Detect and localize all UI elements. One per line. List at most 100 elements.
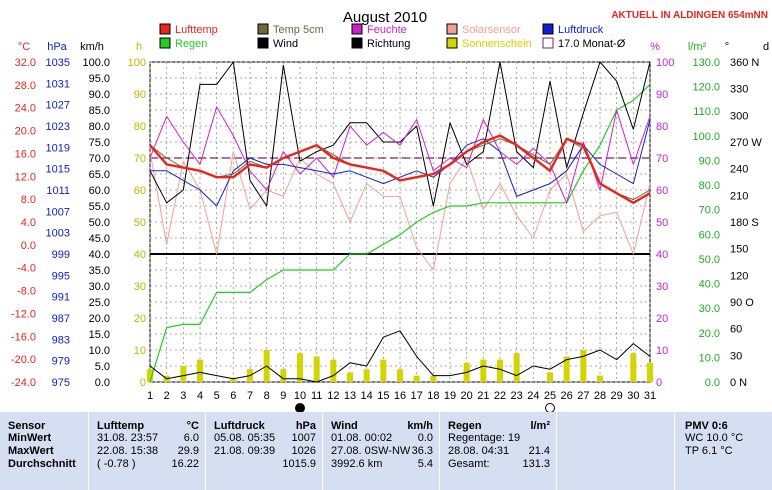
hpa-tick: 1015 bbox=[46, 164, 70, 176]
rain-tick: 60.0 bbox=[699, 229, 720, 241]
stats-wind-title: Wind bbox=[331, 420, 358, 432]
stats-wind-unit: km/h bbox=[407, 420, 433, 432]
hpa-tick: 1019 bbox=[46, 142, 70, 154]
stats-lufttemp-col: Lufttemp °C 31.08. 23:57 6.0 22.08. 15:38 2… bbox=[89, 412, 205, 490]
stats-lufttemp-delta: ( -0.78 ) bbox=[97, 458, 136, 470]
chart-legend: Lufttemp Temp 5cm Feuchte Solarsensor Luftdr… bbox=[159, 23, 626, 50]
direction-line bbox=[149, 61, 651, 207]
legend-swatch-monat bbox=[542, 37, 554, 49]
legend-swatch-luftdruck bbox=[542, 23, 554, 35]
legend-swatch-temp5 bbox=[257, 23, 269, 35]
legend-swatch-feuchte bbox=[351, 23, 363, 35]
sunshine-bar bbox=[563, 356, 570, 382]
kmh-tick: 35.0 bbox=[89, 265, 110, 277]
stats-wind-distance: 3992.6 km bbox=[331, 458, 383, 470]
rain-tick: 0.0 bbox=[705, 377, 720, 389]
stats-regen-total-label: Gesamt: bbox=[448, 458, 490, 470]
x-tick-label: 4 bbox=[197, 390, 203, 402]
kmh-tick: 25.0 bbox=[89, 297, 110, 309]
direction-tick: 210 bbox=[730, 190, 748, 202]
sunshine-bar bbox=[397, 369, 403, 382]
kmh-tick: 45.0 bbox=[89, 233, 110, 245]
kmh-tick: 55.0 bbox=[89, 201, 110, 213]
x-tick-label: 5 bbox=[214, 390, 220, 402]
location-header: AKTUELL IN ALDINGEN 654mNN bbox=[611, 10, 768, 21]
percent-tick: 40 bbox=[656, 249, 668, 261]
celsius-tick: 0.0 bbox=[21, 240, 36, 252]
stats-pmv-col: PMV 0:6 WC 10.0 °C TP 6.1 °C bbox=[675, 412, 772, 490]
legend-label-monat: 17.0 Monat-Ø bbox=[558, 38, 626, 50]
stats-lufttemp-title: Lufttemp bbox=[97, 420, 145, 432]
hpa-tick: 1035 bbox=[46, 57, 70, 69]
x-tick-label: 10 bbox=[294, 390, 306, 402]
legend-label-sonne: Sonnenschein bbox=[462, 38, 532, 50]
kmh-tick: 20.0 bbox=[89, 313, 110, 325]
legend-swatch-regen bbox=[159, 37, 171, 49]
sunshine-bar bbox=[313, 356, 320, 382]
rain-tick: 20.0 bbox=[699, 328, 720, 340]
x-tick-label: 9 bbox=[280, 390, 286, 402]
celsius-tick: -16.0 bbox=[11, 331, 36, 343]
direction-tick: 30 bbox=[730, 350, 742, 362]
hpa-axis-label: hPa bbox=[47, 41, 67, 53]
hpa-tick: 1003 bbox=[46, 228, 70, 240]
chart-axes: 32.028.024.020.016.012.08.04.00.0-4.0-8.… bbox=[11, 41, 769, 412]
rain-tick: 70.0 bbox=[699, 205, 720, 217]
kmh-tick: 85.0 bbox=[89, 105, 110, 117]
stats-regen-unit: l/m² bbox=[530, 420, 550, 432]
stats-avg-label: Durchschnitt bbox=[8, 458, 76, 470]
sunshine-bar bbox=[547, 372, 553, 382]
wind-line bbox=[149, 330, 651, 383]
legend-swatch-richtung bbox=[351, 37, 363, 49]
celsius-tick: 20.0 bbox=[15, 126, 36, 138]
kmh-tick: 70.0 bbox=[89, 153, 110, 165]
stats-max-label: MaxWert bbox=[8, 445, 54, 457]
x-tick-label: 19 bbox=[444, 390, 456, 402]
stats-pmv-wc: WC 10.0 °C bbox=[685, 432, 744, 444]
percent-tick: 50 bbox=[656, 217, 668, 229]
hpa-tick: 999 bbox=[52, 249, 70, 261]
celsius-tick: -12.0 bbox=[11, 308, 36, 320]
stats-regen-days: Regentage: 19 bbox=[448, 432, 521, 444]
kmh-tick: 10.0 bbox=[89, 345, 110, 357]
hpa-tick: 983 bbox=[52, 334, 70, 346]
sunshine-bar bbox=[347, 372, 353, 382]
direction-tick: 0 N bbox=[730, 377, 747, 389]
hpa-tick: 1011 bbox=[46, 185, 70, 197]
direction-tick: 270 W bbox=[730, 137, 762, 149]
kmh-tick: 65.0 bbox=[89, 169, 110, 181]
statistics-panel: Sensor MinWert MaxWert Durchschnitt Luft… bbox=[0, 412, 772, 490]
hpa-tick: 1007 bbox=[46, 206, 70, 218]
hours-tick: 80 bbox=[134, 121, 146, 133]
solar-line bbox=[149, 151, 651, 271]
stats-lufttemp-unit: °C bbox=[186, 420, 199, 432]
chart-grid bbox=[149, 61, 651, 383]
stats-lufttemp-max-time: 22.08. 15:38 bbox=[97, 445, 159, 457]
x-tick-label: 12 bbox=[327, 390, 339, 402]
celsius-tick: -20.0 bbox=[11, 354, 36, 366]
x-tick-label: 13 bbox=[344, 390, 356, 402]
sunshine-bar bbox=[480, 359, 487, 382]
hpa-tick: 991 bbox=[52, 292, 70, 304]
hpa-tick: 979 bbox=[52, 356, 70, 368]
direction-tick: 300 bbox=[730, 110, 748, 122]
percent-tick: 0 bbox=[656, 377, 662, 389]
rain-tick: 10.0 bbox=[699, 352, 720, 364]
hours-tick: 50 bbox=[134, 217, 146, 229]
sunshine-bar bbox=[413, 375, 420, 382]
stats-lufttemp-max: 29.9 bbox=[177, 445, 199, 457]
stats-wind-max-time: 27.08. 0SW-NW bbox=[331, 445, 411, 457]
stats-luftdruck-min-time: 05.08. 05:35 bbox=[214, 432, 276, 444]
kmh-tick: 15.0 bbox=[89, 329, 110, 341]
rain-tick: 30.0 bbox=[699, 303, 720, 315]
x-tick-label: 23 bbox=[511, 390, 523, 402]
celsius-tick: 12.0 bbox=[15, 171, 36, 183]
rain-tick: 80.0 bbox=[699, 180, 720, 192]
sunshine-bar bbox=[647, 362, 653, 382]
stats-lufttemp-avg: 16.22 bbox=[171, 458, 199, 470]
legend-swatch-wind bbox=[257, 37, 269, 49]
sunshine-bar bbox=[297, 353, 303, 382]
stats-luftdruck-max: 1026 bbox=[291, 445, 316, 457]
x-tick-label: 31 bbox=[644, 390, 656, 402]
direction-tick: 150 bbox=[730, 244, 748, 256]
